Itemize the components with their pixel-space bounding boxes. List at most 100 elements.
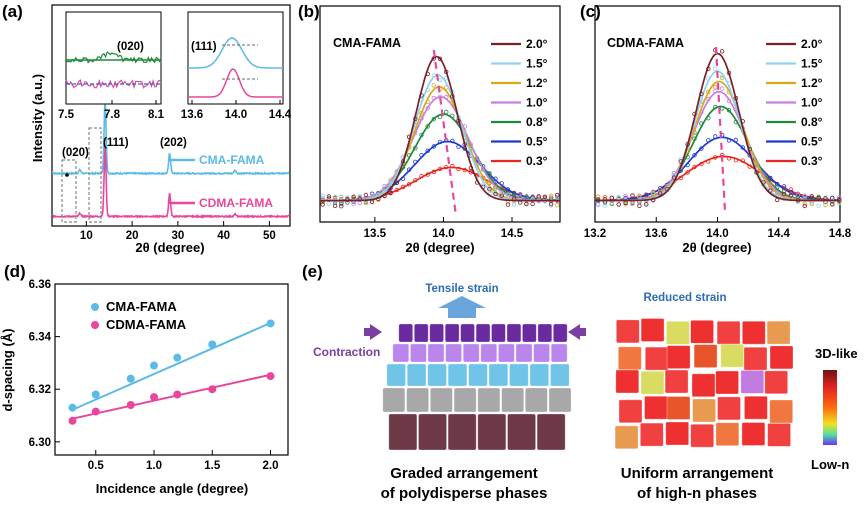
data-point-2-5: [616, 195, 621, 200]
inset-020: (020): [65, 11, 162, 105]
phase-block-3-7: [548, 387, 572, 413]
phase-cube-1-6: [769, 345, 794, 370]
data-point-1-6: [345, 197, 350, 202]
x-tick-label-2-2: 14.0: [706, 228, 728, 240]
phase-block-3-5: [501, 387, 525, 413]
phase-cube-1-4: [720, 343, 745, 368]
data-point-1-0: [444, 164, 449, 170]
phase-cube-4-6: [767, 422, 791, 447]
data-point-1-5: [357, 194, 362, 199]
data-point-2-5: [637, 194, 642, 200]
data-point-2-1: [692, 152, 697, 158]
data-point-2-2: [699, 121, 704, 126]
axes-frame-b: [319, 5, 561, 223]
xrd-pattern-cma: [51, 101, 290, 176]
data-point-2-5: [802, 193, 807, 199]
phase-block-4-0: [388, 413, 418, 451]
phase-block-0-4: [460, 323, 475, 343]
data-point-1-1: [450, 138, 455, 144]
phase-cube-2-1: [640, 370, 665, 395]
data-point-1-1: [413, 159, 418, 165]
x-tick-label-2-1: 13.6: [645, 228, 667, 240]
data-point-2-5: [602, 203, 608, 208]
data-point-1-0: [394, 187, 399, 193]
phase-cube-3-2: [666, 396, 691, 420]
x-tick-label-2-4: 14.8: [829, 228, 852, 240]
phase-cube-0-1: [640, 318, 665, 342]
fit-line-d-1: [72, 373, 271, 420]
dashed-box-020: [61, 159, 77, 223]
legend-label-2-5: 0.5°: [801, 135, 823, 149]
data-point-2-1: [706, 138, 711, 143]
data-point-2-6: [706, 66, 711, 71]
reduced-strain-label: Reduced strain: [643, 292, 726, 304]
data-point-2-4: [623, 202, 628, 207]
data-point-1-4: [555, 202, 560, 208]
annotation-202: (202): [160, 137, 187, 149]
data-point-2-6: [747, 146, 752, 152]
data-point-1-6: [376, 196, 381, 202]
phase-block-0-1: [413, 323, 429, 343]
data-point-1-3: [357, 200, 362, 206]
phase-cube-2-2: [664, 369, 689, 394]
data-point-1-5: [462, 130, 467, 136]
legend-label-cdma: CDMA-FAMA: [199, 196, 273, 210]
data-point-2-6: [761, 180, 766, 185]
phase-cube-2-5: [740, 369, 765, 394]
phase-block-3-4: [477, 387, 501, 413]
data-point-2-6: [830, 201, 835, 207]
data-point-1-1: [437, 139, 443, 145]
phase-block-2-0: [386, 363, 406, 387]
inset-frame-020: [65, 11, 162, 105]
fit-curve-1-2: [319, 113, 560, 202]
data-point-2-5: [699, 98, 704, 104]
data-point-1-2: [419, 132, 424, 138]
phase-block-2-8: [550, 363, 570, 387]
phase-cube-0-0: [615, 319, 640, 344]
phase-block-2-6: [509, 363, 529, 387]
data-point-2-1: [699, 146, 704, 151]
phase-block-0-5: [475, 323, 491, 343]
data-point-2-0: [685, 170, 690, 175]
legend-b: 2.0° 1.5° 1.2° 1.0° 0.8° 0.5° 0.3°: [491, 37, 548, 168]
phase-cube-3-0: [618, 399, 643, 424]
data-point-2-5: [651, 190, 656, 196]
data-point-2-3: [726, 98, 732, 104]
x-tick-label-d-3: 2.0: [263, 460, 279, 472]
legend-label-2-1: 1.5°: [801, 57, 823, 71]
data-point-1-5: [511, 202, 517, 207]
x-tick-label-1-2: 14.5: [501, 228, 524, 240]
xrd-pattern-cdma: [51, 147, 291, 220]
contraction-arrow-left-tail: [364, 328, 371, 336]
inset-tick-label-1-1: 14.0: [225, 109, 247, 121]
data-point-2-4: [809, 201, 814, 207]
ticks-d: 0.5 1.0 1.5 2.0 6.30 6.32 6.34 6.36: [29, 279, 279, 472]
phase-block-4-1: [418, 413, 448, 451]
data-point-2-6: [719, 49, 725, 54]
data-point-2-6: [768, 188, 773, 193]
phase-block-1-1: [409, 343, 427, 363]
data-point-1-0: [437, 166, 443, 172]
data-point-2-4: [823, 202, 828, 208]
x-tick-label-a-1: 20: [126, 230, 139, 242]
phase-block-1-3: [445, 343, 463, 363]
phase-cube-0-2: [666, 320, 690, 345]
data-point-2-1: [781, 184, 787, 189]
data-point-2-6: [651, 197, 656, 202]
data-point-1-6: [530, 201, 535, 207]
data-point-1-1: [400, 176, 406, 181]
data-point-2-0: [733, 157, 739, 163]
caption-right-line2: of high-n phases: [637, 485, 757, 502]
contraction-arrow-right: [568, 324, 580, 340]
data-point-1-5: [320, 193, 325, 198]
data-point-d-0-6: [266, 319, 275, 328]
data-point-2-6: [609, 195, 614, 201]
data-point-1-5: [493, 190, 498, 195]
inset-plot-111: [188, 37, 283, 98]
data-point-2-6: [754, 170, 759, 175]
phase-block-1-4: [462, 343, 480, 363]
chart-title-b: CMA-FAMA: [333, 36, 401, 50]
phase-cube-4-0: [614, 425, 639, 450]
inset-pattern-cma-020: [65, 51, 162, 64]
phase-cube-0-4: [716, 320, 741, 345]
